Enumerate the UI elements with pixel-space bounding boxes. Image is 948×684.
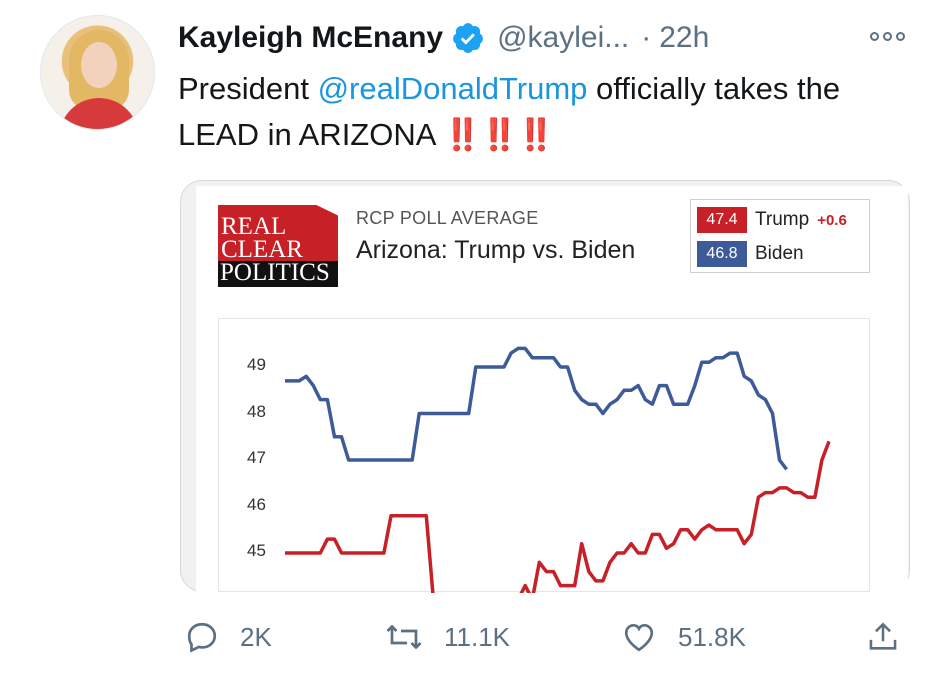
rcp-logo: REAL CLEAR POLITICS [218,205,338,287]
chart-svg [285,346,831,602]
heart-icon [624,623,654,652]
chart-legend: 47.4 Trump +0.6 46.8 Biden [690,199,870,273]
logo-line2: CLEAR [221,236,303,263]
y-tick-label: 49 [247,355,266,374]
logo-line3: POLITICS [218,260,338,287]
share-button[interactable] [866,612,920,662]
more-dot [896,31,905,41]
like-button[interactable]: 51.8K [620,612,746,662]
logo-line1: REAL [221,213,287,240]
reply-icon [187,622,217,653]
legend-value-trump: 47.4 [697,207,747,233]
series-line-biden [285,346,788,471]
share-icon [869,622,897,650]
tweet-header: Kayleigh McEnany @kaylei... · 22h [178,18,709,58]
author-handle[interactable]: @kaylei... [497,21,630,54]
double-exclamation-emoji: ‼️‼️‼️ [443,117,555,152]
tweet-text-before: President [178,71,318,106]
series-line-trump [285,440,831,602]
like-count: 51.8K [678,621,746,652]
more-dot [870,31,879,41]
logo-red-block [218,205,338,263]
more-dot [883,31,892,41]
chart-title: Arizona: Trump vs. Biden [356,236,636,264]
header-separator: · [641,21,652,54]
retweet-count: 11.1K [444,621,511,652]
y-tick-label: 47 [247,448,266,467]
reply-button[interactable]: 2K [184,612,272,662]
legend-name-biden: Biden [755,243,804,264]
author-avatar[interactable] [40,15,155,130]
tweet-text: President @realDonaldTrump officially ta… [178,66,918,158]
legend-entry-trump: 47.4 Trump +0.6 [697,206,847,234]
legend-change-trump: +0.6 [817,211,847,229]
y-tick-label: 46 [247,494,266,514]
legend-name-trump: Trump [755,209,810,230]
chart-subtitle: RCP POLL AVERAGE [356,208,539,228]
tweet-timestamp[interactable]: 22h [659,21,710,54]
tweet-actions: 2K 11.1K 51.8K [0,612,948,662]
avatar-face [81,42,117,88]
y-tick-label: 45 [247,541,266,560]
retweet-button[interactable]: 11.1K [384,612,510,662]
legend-value-biden: 46.8 [697,241,747,267]
retweet-icon [386,624,422,650]
y-tick-label: 48 [247,401,266,421]
avatar-dress [59,98,139,129]
reply-count: 2K [240,621,272,652]
verified-badge-icon [453,23,483,53]
tweet-text-after: officially takes the LEAD in ARIZONA [178,71,841,152]
chart-plot-area [218,318,870,602]
author-name[interactable]: Kayleigh McEnany [178,21,444,54]
mention-link[interactable]: @realDonaldTrump [317,71,588,106]
legend-entry-biden: 46.8 Biden [697,240,804,268]
more-options-icon[interactable] [870,24,910,48]
